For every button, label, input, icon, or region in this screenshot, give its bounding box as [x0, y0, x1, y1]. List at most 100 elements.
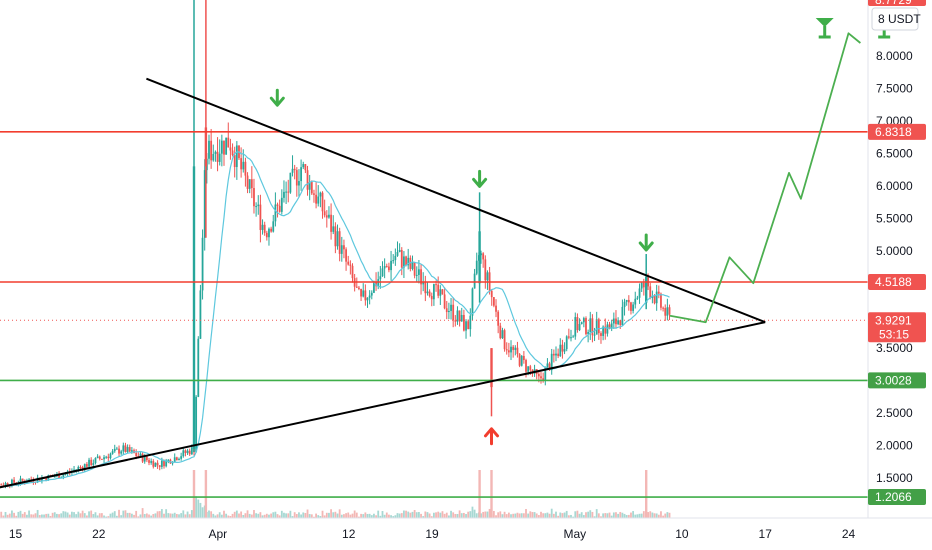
spike-volume-bar [478, 470, 481, 518]
volume-bar [315, 513, 317, 518]
candle-body [135, 453, 138, 456]
volume-bar [304, 512, 307, 518]
triangle-trendlines[interactable] [0, 77, 766, 495]
volume-bar [0, 511, 3, 518]
candle-body [83, 464, 86, 470]
volume-bar [373, 513, 375, 518]
volume-bar [152, 513, 155, 518]
candle-body [210, 140, 213, 161]
volume-bar [328, 512, 330, 518]
volume-bar [227, 515, 230, 518]
candle-body [345, 249, 347, 262]
volume-bar [306, 509, 309, 518]
volume-bar [343, 514, 345, 518]
time-axis[interactable]: 15 22 Apr 12 19 May 10 17 24 [9, 527, 856, 541]
volume-bar [308, 514, 311, 518]
candle-body [660, 293, 662, 308]
candle-body [118, 448, 120, 454]
volume-bars [0, 470, 671, 518]
volume-bar [484, 511, 487, 518]
projection-path[interactable] [669, 32, 861, 324]
volume-bar [197, 499, 200, 518]
volume-bar [623, 513, 626, 518]
volume-bar [567, 515, 570, 518]
price-level-lines[interactable] [0, 131, 868, 498]
candle-body [197, 338, 200, 397]
candle-body [141, 453, 144, 462]
volume-bar [482, 511, 485, 518]
candle-body [178, 458, 180, 461]
down-arrow-icon-head [269, 96, 285, 107]
candle-body [240, 158, 243, 170]
volume-bar [143, 514, 146, 518]
down-arrow-icon-head [638, 241, 654, 252]
volume-bar [531, 512, 534, 518]
volume-bar [73, 512, 75, 518]
candle-body [542, 378, 545, 381]
candle-body [199, 290, 202, 339]
candle-body [439, 289, 442, 296]
candle-body [182, 450, 185, 457]
volume-bar [403, 510, 405, 518]
volume-bar [411, 511, 414, 518]
volume-bar [96, 515, 99, 518]
volume-bar [246, 510, 249, 518]
volume-bar [47, 513, 50, 518]
candle-body [167, 459, 170, 461]
candle-body [58, 474, 60, 479]
volume-bar [621, 512, 624, 518]
candle-body [507, 350, 510, 353]
candle-body [73, 469, 75, 471]
volume-bar [615, 512, 617, 518]
volume-bar [163, 513, 165, 518]
volume-bar [285, 513, 288, 518]
volume-bar [385, 512, 388, 518]
candle-body [280, 197, 283, 212]
volume-bar [154, 513, 157, 518]
candle-body [355, 286, 358, 288]
volume-bar [71, 511, 73, 518]
volume-bar [220, 514, 223, 518]
volume-bar [238, 513, 240, 518]
candle-body [45, 477, 48, 481]
candle-body [364, 290, 367, 301]
volume-bar [175, 513, 178, 518]
time-tick-label: 10 [675, 527, 689, 541]
volume-bar [664, 513, 667, 518]
volume-bar [34, 513, 37, 518]
price-level-tag [868, 274, 926, 291]
volume-bar [657, 514, 660, 518]
price-tick-label: 7.5000 [876, 81, 913, 95]
time-tick-label: 24 [842, 527, 856, 541]
volume-bar [370, 515, 373, 518]
volume-bar [355, 512, 358, 518]
volume-bar [210, 511, 213, 518]
candle-body [278, 205, 281, 212]
volume-bar [169, 513, 172, 518]
volume-bar [428, 513, 431, 518]
candle-body [276, 204, 279, 206]
candle-body [407, 257, 410, 266]
candle-body [283, 191, 285, 198]
volume-bar [167, 513, 170, 518]
volume-bar [563, 512, 566, 518]
volume-bar [437, 511, 440, 518]
price-tick-label: 1.5000 [876, 471, 913, 485]
volume-bar [636, 514, 639, 518]
candle-body [223, 140, 225, 155]
price-tick-label: 6.0000 [876, 179, 913, 193]
candle-body [96, 456, 99, 458]
currency-box[interactable]: 8 USDT [871, 7, 921, 31]
candle-body [450, 304, 452, 311]
candle-body [424, 281, 427, 294]
candle-body [467, 321, 470, 330]
candle-body [381, 268, 384, 277]
volume-bar [235, 510, 238, 518]
volume-bar [366, 513, 369, 518]
volume-bar [319, 516, 322, 518]
cup-bowl [815, 18, 834, 27]
volume-bar [441, 511, 444, 518]
price-level-tag-text: 4.5188 [875, 275, 912, 289]
up-arrow-icon [484, 427, 499, 446]
